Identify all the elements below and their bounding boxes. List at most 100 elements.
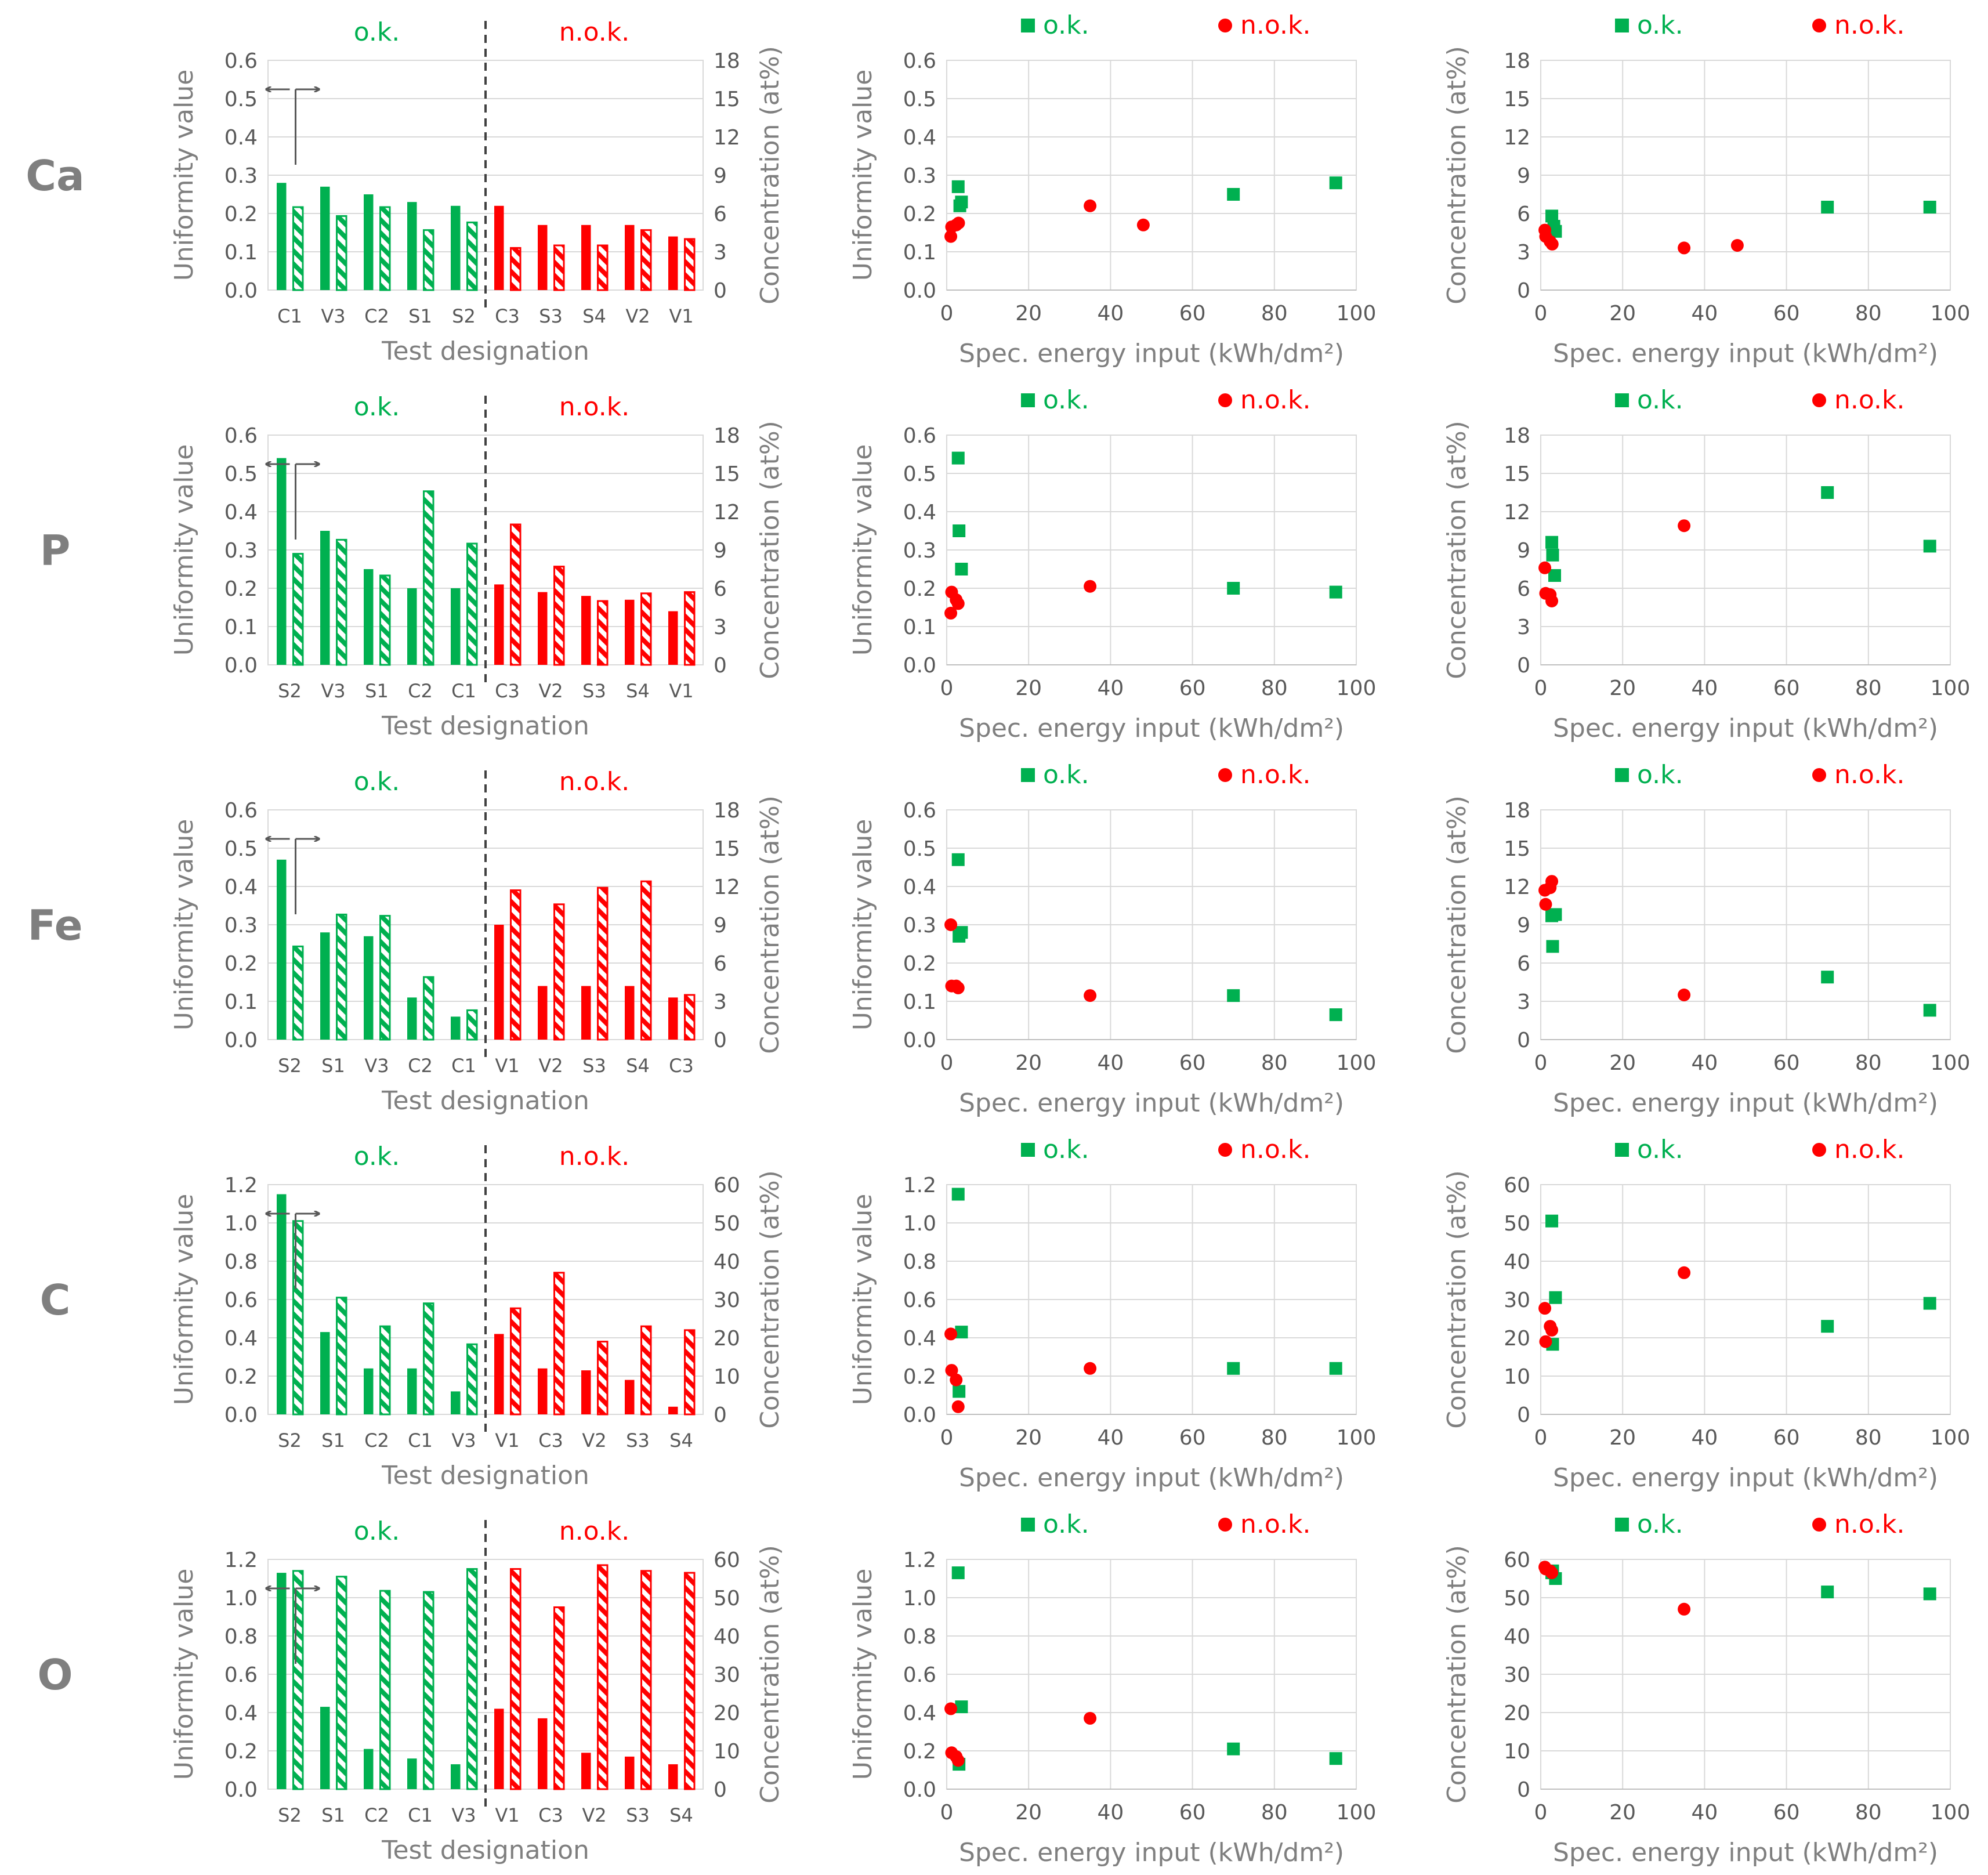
x-tick-label: 20 [1609, 1426, 1636, 1450]
point-ok [1923, 1587, 1936, 1601]
y-axis-label: Concentration (at%) [1442, 1545, 1472, 1804]
point-nok [1545, 1323, 1559, 1337]
x-tick-label: C1 [451, 680, 476, 702]
point-nok [1084, 580, 1097, 593]
x-axis-label: Spec. energy input (kWh/dm²) [1553, 1463, 1938, 1493]
x-tick-label: S2 [452, 305, 476, 327]
bar-chart-c: 0.0 0 0.2 10 0.4 20 0.6 30 0.8 40 1.0 50 1.2 60 S2 S1 C2… [40, 1142, 785, 1490]
point-ok [955, 563, 968, 575]
bar-concentration-s4 [640, 880, 652, 1041]
x-axis-label: Test designation [381, 1461, 589, 1490]
point-ok [951, 180, 965, 193]
point-nok [951, 1400, 965, 1413]
y-tick-label: 0.1 [903, 990, 936, 1014]
x-tick-label: 100 [1337, 302, 1377, 325]
x-tick-label: 60 [1773, 1801, 1800, 1825]
y-tick-label: 18 [1504, 49, 1530, 73]
x-tick-label: S4 [626, 680, 650, 702]
x-axis-label: Test designation [381, 1836, 589, 1865]
x-tick-label: S3 [582, 1055, 606, 1077]
x-tick-label: 60 [1179, 1801, 1206, 1825]
x-tick-label: 80 [1855, 1051, 1882, 1075]
bar-concentration-s2 [466, 221, 478, 291]
bar-concentration-s1 [336, 1297, 347, 1416]
legend-ok-marker [1615, 768, 1629, 782]
bar-uniformity-v1 [494, 925, 504, 1040]
element-label: P [40, 526, 71, 575]
y-tick-label: 50 [1504, 1587, 1530, 1610]
y-tick-label: 0.0 [903, 654, 936, 678]
y-axis-label: Uniformity value [169, 819, 199, 1031]
x-tick-label: S4 [582, 305, 606, 327]
point-nok [1538, 561, 1552, 574]
y-tick-label: 15 [1504, 462, 1530, 486]
group-label-ok: o.k. [354, 1142, 400, 1171]
x-tick-label: 100 [1337, 1426, 1377, 1450]
point-nok [951, 981, 965, 994]
point-ok [955, 196, 968, 209]
point-nok [944, 1327, 958, 1341]
scatter-chart-p-concentration: 0 3 6 9 12 15 18 0 20 40 60 80 100 o.k. n.o.k. Concentr… [1442, 385, 1970, 743]
x-tick-label: 40 [1097, 1051, 1124, 1075]
y-tick-label: 0.6 [224, 1663, 258, 1687]
point-ok [1227, 188, 1240, 201]
y2-tick-label: 0 [714, 654, 727, 678]
x-tick-label: S1 [408, 305, 432, 327]
point-nok [1084, 989, 1097, 1002]
bar-concentration-c1 [292, 206, 304, 291]
y2-tick-label: 40 [714, 1625, 740, 1649]
y-tick-label: 0.4 [903, 501, 936, 524]
y-tick-label: 0.5 [224, 88, 258, 111]
legend-ok-label: o.k. [1637, 1135, 1683, 1164]
y-tick-label: 0.8 [224, 1625, 258, 1649]
legend-nok-marker [1218, 19, 1232, 32]
y-tick-label: 0.6 [903, 49, 936, 73]
x-tick-label: 20 [1609, 302, 1636, 325]
x-tick-label: S4 [626, 1055, 650, 1077]
x-tick-label: V2 [582, 1429, 606, 1452]
point-ok [1821, 1586, 1834, 1599]
y-tick-label: 0.2 [224, 1740, 258, 1764]
y-tick-label: 1.2 [903, 1548, 936, 1572]
scatter-chart-c-uniformity: 0.0 0.2 0.4 0.6 0.8 1.0 1.2 0 20 40 60 80 100 o.k. n.o… [848, 1135, 1376, 1493]
point-ok [1549, 908, 1562, 921]
bar-uniformity-s1 [320, 1332, 330, 1414]
y-tick-label: 0.0 [224, 1403, 258, 1427]
point-ok [951, 1188, 965, 1201]
bar-concentration-s2 [292, 1570, 304, 1790]
bar-concentration-c3 [684, 994, 696, 1041]
x-tick-label: 40 [1691, 1051, 1718, 1075]
legend-ok-label: o.k. [1637, 385, 1683, 415]
x-tick-label: S4 [669, 1804, 693, 1826]
bar-uniformity-c3 [668, 997, 678, 1040]
y-tick-label: 3 [1517, 990, 1530, 1014]
legend-nok-marker [1812, 19, 1826, 32]
y2-tick-label: 15 [714, 462, 740, 486]
element-label: Ca [26, 151, 84, 200]
bar-uniformity-c1 [407, 1758, 417, 1789]
bar-concentration-s3 [597, 886, 609, 1041]
point-nok [1538, 1302, 1552, 1315]
y-tick-label: 0.0 [224, 1029, 258, 1052]
y-tick-label: 9 [1517, 539, 1530, 563]
point-nok [944, 1702, 958, 1715]
x-tick-label: 0 [940, 676, 954, 700]
x-tick-label: C2 [364, 1429, 389, 1452]
x-tick-label: S4 [669, 1429, 693, 1452]
bar-uniformity-s4 [668, 1764, 678, 1789]
bar-concentration-s4 [684, 1572, 696, 1790]
bar-concentration-v2 [553, 566, 565, 666]
x-tick-label: C3 [495, 680, 520, 702]
y2-tick-label: 9 [714, 164, 727, 188]
point-ok [955, 926, 968, 939]
legend-ok-label: o.k. [1043, 1135, 1089, 1164]
point-ok [953, 1385, 966, 1398]
x-tick-label: C1 [408, 1804, 433, 1826]
x-tick-label: 60 [1179, 1426, 1206, 1450]
y2-tick-label: 3 [714, 616, 727, 639]
y-axis-label: Uniformity value [848, 1569, 878, 1780]
point-ok [1227, 1742, 1240, 1755]
point-ok [955, 1326, 968, 1339]
bar-chart-o: 0.0 0 0.2 10 0.4 20 0.6 30 0.8 40 1.0 50 1.2 60 S2 S1 C2… [37, 1516, 785, 1865]
bar-concentration-c1 [423, 1302, 434, 1416]
